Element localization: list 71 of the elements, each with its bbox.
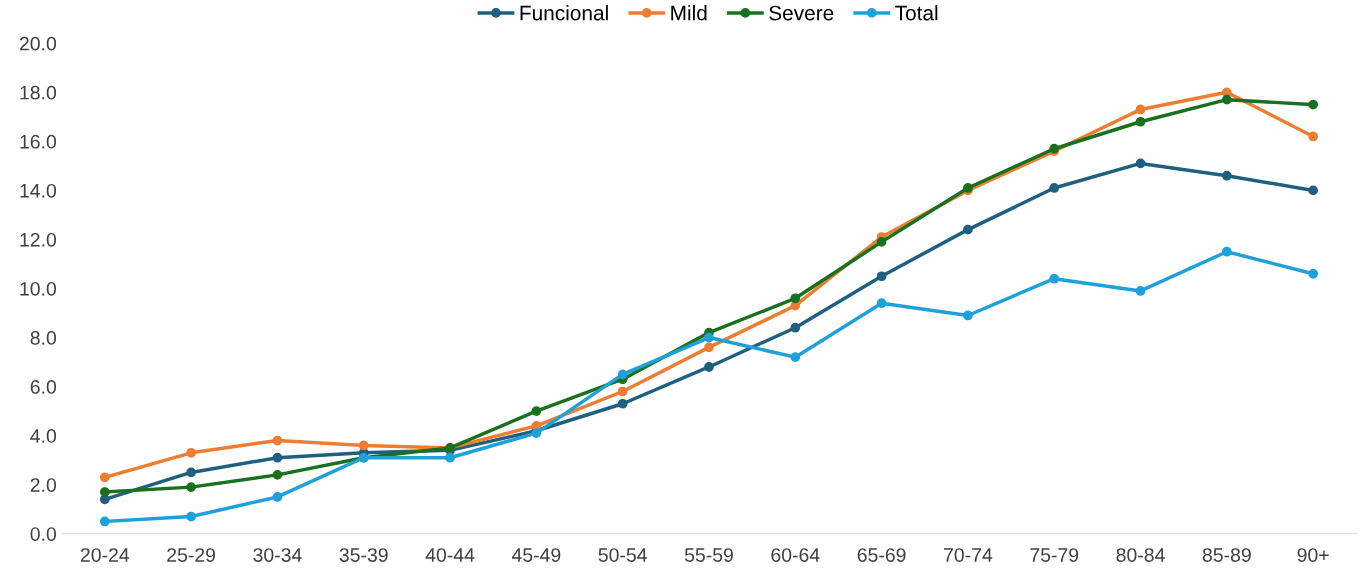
point (272, 470, 283, 480)
point (704, 362, 714, 372)
point (99, 487, 110, 497)
point (617, 369, 628, 380)
point (531, 406, 542, 416)
point (1308, 131, 1319, 142)
point (704, 342, 714, 353)
x-tick-label: 45-49 (511, 548, 561, 562)
point (1221, 246, 1232, 257)
point (445, 452, 455, 463)
point (186, 511, 196, 522)
point (1221, 94, 1232, 105)
point (1308, 185, 1319, 196)
point (963, 224, 973, 235)
x-tick-label: 80-84 (1116, 548, 1165, 562)
point (1308, 99, 1319, 110)
point (186, 482, 196, 492)
y-tick-label: 20.0 (19, 36, 57, 51)
point (1221, 170, 1232, 181)
point (617, 398, 628, 409)
point (617, 386, 628, 397)
y-tick-label: 0.0 (30, 527, 57, 541)
y-tick-label: 8.0 (30, 331, 57, 345)
y-tick-label: 18.0 (20, 85, 57, 100)
point (99, 516, 110, 527)
x-tick-label: 55-59 (684, 548, 733, 562)
point (186, 447, 196, 458)
point (1049, 183, 1060, 193)
point (186, 467, 196, 478)
point (1308, 268, 1319, 279)
y-tick-label: 14.0 (20, 183, 57, 198)
x-tick-label: 85-89 (1202, 548, 1251, 562)
legend-label: Total (895, 5, 938, 21)
point (358, 440, 369, 451)
point (790, 352, 801, 363)
point (1135, 158, 1146, 169)
y-tick-label: 4.0 (30, 429, 57, 443)
x-tick-label: 40-44 (425, 548, 475, 562)
y-tick-label: 12.0 (20, 232, 57, 247)
point (704, 332, 714, 343)
x-tick-label: 75-79 (1030, 548, 1079, 562)
point (876, 237, 887, 247)
point (1135, 104, 1146, 115)
x-tick-label: 30-34 (253, 548, 302, 562)
point (272, 435, 283, 446)
y-tick-label: 10.0 (20, 281, 57, 296)
x-tick-label: 50-54 (598, 548, 647, 562)
point (876, 298, 887, 309)
x-tick-label: 70-74 (944, 548, 993, 562)
point (99, 472, 110, 483)
x-tick-label: 60-64 (771, 548, 820, 562)
y-tick-label: 2.0 (30, 478, 57, 492)
x-tick-label: 25-29 (167, 548, 216, 562)
point (790, 322, 801, 333)
point (876, 271, 887, 282)
legend-label: Funcional (520, 5, 608, 21)
point (1049, 273, 1060, 284)
point (963, 310, 973, 321)
x-tick-label: 35-39 (339, 548, 388, 562)
y-tick-label: 16.0 (20, 134, 57, 149)
legend-label: Mild (671, 5, 707, 21)
y-tick-label: 6.0 (30, 380, 57, 394)
x-tick-label: 20-24 (80, 548, 130, 562)
point (272, 452, 283, 463)
point (790, 293, 801, 304)
point (1135, 116, 1146, 127)
legend-label: Severe (769, 5, 834, 21)
point (1135, 286, 1146, 296)
x-tick-label: 90+ (1297, 548, 1329, 562)
point (272, 492, 283, 502)
x-tick-label: 65-69 (857, 548, 906, 562)
